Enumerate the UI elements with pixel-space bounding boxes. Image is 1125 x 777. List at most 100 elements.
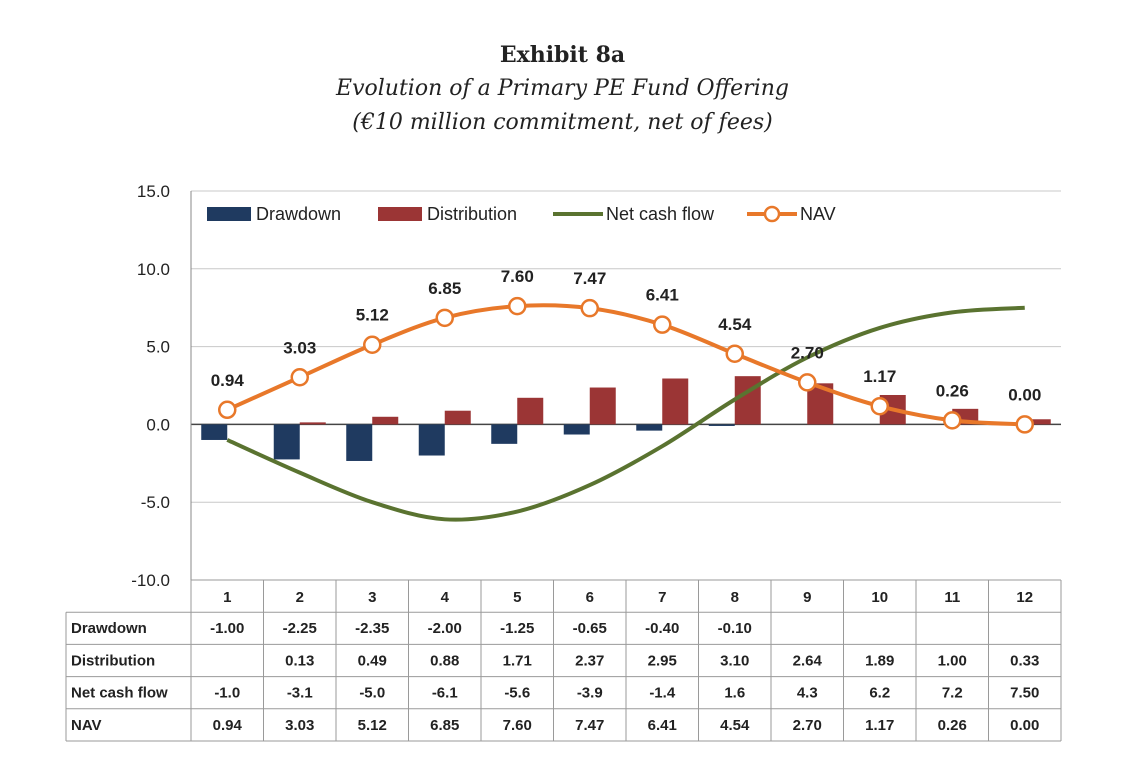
table-cell: -0.40 [645,620,679,637]
nav-marker [725,344,744,364]
distribution-bar [1024,419,1051,425]
nav-marker [580,298,599,318]
drawdown-bar [636,424,663,431]
table-cell: -2.25 [283,620,317,637]
nav-data-label: 7.60 [501,267,534,286]
distribution-bar [517,397,544,425]
nav-data-label: 6.41 [646,286,679,305]
distribution-bar [444,410,471,425]
distribution-bar [372,416,399,425]
table-header-cell: 1 [223,589,231,606]
nav-data-label: 0.00 [1008,385,1041,404]
table-cell: -1.25 [500,620,534,637]
table-cell: 1.00 [938,652,967,669]
table-row-label: Drawdown [71,620,147,637]
table-cell: -0.10 [718,620,752,637]
y-tick-label: 0.0 [146,415,170,434]
table-cell: 1.71 [503,652,532,669]
table-cell: 3.10 [720,652,749,669]
chart-subtitle-2: (€10 million commitment, net of fees) [352,110,773,135]
table-cell: -5.0 [359,685,385,702]
table-header-cell: 8 [731,589,739,606]
table-cell: 1.6 [724,685,745,702]
table-cell: 6.41 [648,717,677,734]
nav-marker [363,335,382,354]
table-cell: -1.0 [214,685,240,702]
distribution-bar [299,422,326,425]
net-cash-flow-line [226,305,1025,522]
table-cell: 0.00 [1010,717,1039,734]
table-cell: -3.1 [287,685,313,702]
table-cell: 2.37 [575,652,604,669]
table-cell: 0.88 [430,652,459,669]
table-row-label: Distribution [71,652,155,669]
table-header-cell: 7 [658,589,666,606]
table-cell: 0.49 [358,652,387,669]
nav-data-label: 0.26 [936,381,969,400]
table-cell: 2.64 [793,652,823,669]
table-cell: 6.85 [430,717,459,734]
table-header-cell: 5 [513,589,521,606]
legend-swatch-drawdown [207,207,251,221]
table-cell: 7.47 [575,717,604,734]
table-header-cell: 10 [871,589,888,606]
y-tick-label: -5.0 [141,493,170,512]
distribution-bar [662,378,689,425]
table-row-label: Net cash flow [71,685,168,702]
y-tick-label: 5.0 [146,338,170,357]
legend-swatch-distribution [378,207,422,221]
distribution-bar [589,387,616,425]
table-cell: -1.00 [210,620,244,637]
table-cell: 2.70 [793,717,822,734]
nav-data-label: 0.94 [211,371,245,390]
nav-marker [1015,415,1034,434]
table-cell: -1.4 [649,685,676,702]
nav-data-label: 7.47 [573,269,606,288]
nav-marker [218,400,237,420]
y-tick-label: 15.0 [137,182,170,201]
table-cell: 0.94 [213,717,243,734]
table-cell: 0.26 [938,717,967,734]
table-header-cell: 3 [368,589,376,606]
table-header-cell: 6 [586,589,594,606]
drawdown-bar [201,424,228,440]
drawdown-bar [346,424,373,461]
table-cell: -0.65 [573,620,607,637]
table-cell: 7.50 [1010,685,1039,702]
nav-marker [870,396,889,416]
nav-marker [508,296,527,316]
nav-marker [943,411,962,430]
table-cell: -2.35 [355,620,389,637]
nav-marker [653,315,672,334]
legend-swatch-nav-marker [763,205,781,223]
nav-data-label: 3.03 [283,338,316,357]
table-cell: 7.60 [503,717,532,734]
drawdown-bar [491,424,518,444]
table-cell: 1.17 [865,717,894,734]
drawdown-bar [708,424,735,426]
y-tick-label: 10.0 [137,260,170,279]
table-cell: -3.9 [577,685,603,702]
table-header-cell: 9 [803,589,811,606]
table-header-cell: 12 [1016,589,1033,606]
drawdown-bar [418,424,445,456]
table-cell: 0.13 [285,652,314,669]
table-header-cell: 2 [296,589,304,606]
table-header-cell: 11 [944,589,960,606]
table-cell: 6.2 [869,685,890,702]
drawdown-bar [563,424,590,435]
table-cell: -6.1 [432,685,458,702]
table-header-cell: 4 [441,589,450,606]
table-cell: 4.3 [797,685,818,702]
table-row-label: NAV [71,717,102,734]
nav-data-label: 5.12 [356,306,389,325]
nav-data-label: 4.54 [718,315,752,334]
legend-label-nav: NAV [800,204,836,224]
nav-data-label: 2.70 [791,343,824,362]
nav-marker [435,308,454,328]
table-cell: -5.6 [504,685,530,702]
y-tick-label: -10.0 [131,571,170,590]
chart-subtitle: Evolution of a Primary PE Fund Offering [336,76,789,101]
table-cell: 5.12 [358,717,387,734]
